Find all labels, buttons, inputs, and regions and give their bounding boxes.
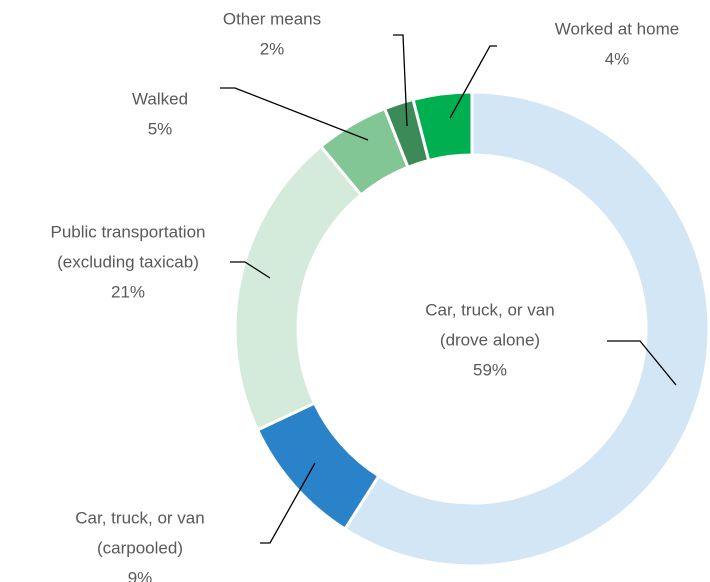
donut-slice — [342, 90, 710, 568]
slice-label: Public transportation — [51, 222, 206, 241]
value-label: 2% — [260, 39, 285, 58]
donut-slice — [411, 90, 474, 163]
value-label: 9% — [128, 568, 153, 582]
leader-line — [607, 340, 677, 386]
donut-slice — [233, 144, 364, 432]
slice-label: (carpooled) — [97, 538, 183, 557]
value-label: 4% — [605, 49, 630, 68]
value-label: 5% — [148, 119, 173, 138]
leader-line — [393, 34, 408, 127]
slice-label: Worked at home — [555, 19, 679, 38]
value-label: 21% — [111, 282, 145, 301]
slice-label: (excluding taxicab) — [57, 252, 199, 271]
value-label: 59% — [473, 360, 507, 379]
leader-line — [449, 45, 497, 119]
leader-line — [220, 87, 369, 141]
leader-line — [230, 261, 271, 279]
slice-label: Walked — [132, 89, 188, 108]
slice-label: (drove alone) — [440, 330, 540, 349]
slice-label: Car, truck, or van — [75, 508, 204, 527]
slice-label: Other means — [223, 9, 321, 28]
leader-line — [260, 462, 316, 544]
slice-label: Car, truck, or van — [425, 300, 554, 319]
